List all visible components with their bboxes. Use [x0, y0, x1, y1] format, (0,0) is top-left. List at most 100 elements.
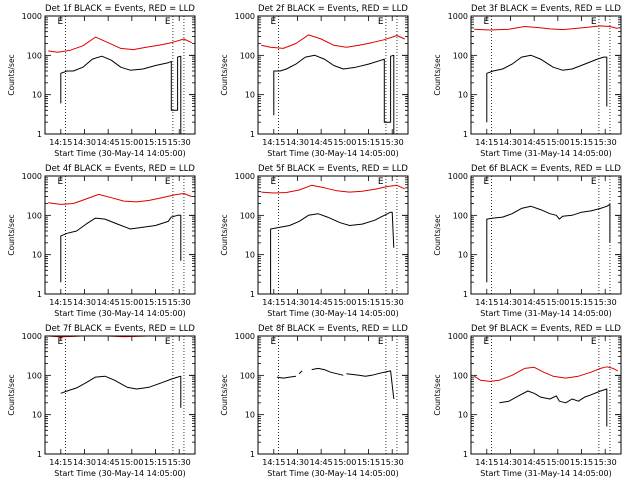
plot-frame	[44, 175, 196, 295]
y-tick-label: 100	[453, 371, 468, 380]
panel-title: Det 4f BLACK = Events, RED = LLD	[45, 164, 195, 174]
series-events-line	[298, 370, 303, 375]
x-tick-label: 14:30	[286, 458, 309, 467]
x-tick-label: 14:45	[523, 298, 546, 307]
event-marker-label: E	[484, 17, 490, 27]
series-events-line	[273, 54, 395, 134]
series-events-line	[346, 370, 395, 400]
x-tick-label: 14:15	[262, 138, 285, 147]
y-tick-label: 1	[463, 450, 468, 459]
x-tick-label: 14:45	[97, 138, 120, 147]
y-tick-label: 1	[463, 130, 468, 139]
y-tick-label: 100	[240, 371, 255, 380]
y-axis-label: Counts/sec	[433, 214, 442, 255]
series-group	[276, 367, 395, 400]
panel-title: Det 6f BLACK = Events, RED = LLD	[471, 164, 621, 174]
y-tick-label: 100	[27, 371, 42, 380]
plot-frame	[257, 175, 409, 295]
x-tick-label: 14:15	[475, 298, 498, 307]
x-tick-label: 15:00	[120, 458, 143, 467]
x-tick-label: 14:30	[499, 298, 522, 307]
x-tick-label: 15:30	[594, 458, 617, 467]
x-axis-label: Start Time (30-May-14 14:05:00)	[54, 469, 185, 478]
x-tick-label: 15:00	[546, 458, 569, 467]
event-marker-label: E	[378, 177, 384, 187]
y-axis-label: Counts/sec	[220, 374, 229, 415]
y-tick-label: 10	[245, 411, 255, 420]
series-lld-line	[474, 25, 618, 31]
panel-title: Det 9f BLACK = Events, RED = LLD	[471, 324, 621, 334]
x-tick-label: 14:15	[475, 138, 498, 147]
x-tick-label: 15:30	[594, 138, 617, 147]
series-events-line	[60, 375, 182, 408]
y-tick-label: 1000	[235, 12, 255, 21]
event-marker-label: E	[271, 17, 277, 27]
plot-frame	[44, 335, 196, 455]
series-events-line	[270, 211, 395, 294]
y-tick-label: 1	[37, 450, 42, 459]
y-tick-label: 1000	[448, 332, 468, 341]
x-tick-label: 14:15	[262, 458, 285, 467]
x-tick-label: 15:30	[381, 458, 404, 467]
x-tick-label: 15:15	[570, 458, 593, 467]
panel-7: Det 7f BLACK = Events, RED = LLD 1 10 100 10…	[7, 324, 196, 478]
y-tick-label: 10	[32, 91, 42, 100]
y-axis-label: Counts/sec	[7, 54, 16, 95]
series-events-line	[276, 375, 296, 379]
x-tick-label: 14:45	[310, 298, 333, 307]
event-marker-label: E	[271, 337, 277, 347]
x-tick-label: 14:45	[97, 458, 120, 467]
event-marker-label: E	[271, 177, 277, 187]
x-tick-label: 14:15	[262, 298, 285, 307]
y-tick-label: 100	[240, 211, 255, 220]
panel-title: Det 2f BLACK = Events, RED = LLD	[258, 4, 408, 14]
x-tick-label: 14:15	[49, 298, 72, 307]
x-tick-label: 14:45	[97, 298, 120, 307]
plot-frame	[470, 15, 622, 135]
plot-frame	[44, 15, 196, 135]
series-events-line	[60, 55, 182, 134]
event-marker-label: E	[378, 17, 384, 27]
y-tick-label: 100	[27, 51, 42, 60]
x-tick-label: 15:00	[333, 298, 356, 307]
x-axis-label: Start Time (30-May-14 14:05:00)	[54, 309, 185, 318]
series-lld-line	[48, 193, 192, 205]
x-tick-label: 15:00	[546, 298, 569, 307]
series-lld-line	[261, 184, 406, 194]
series-events-line	[486, 54, 608, 123]
x-tick-label: 15:15	[144, 138, 167, 147]
x-tick-label: 15:15	[357, 298, 380, 307]
event-marker-label: E	[165, 177, 171, 187]
x-tick-label: 14:45	[523, 458, 546, 467]
series-group	[261, 34, 406, 134]
y-tick-label: 1	[463, 290, 468, 299]
y-tick-label: 100	[240, 51, 255, 60]
y-tick-label: 100	[453, 51, 468, 60]
event-marker-label: E	[484, 177, 490, 187]
series-lld-line	[48, 36, 193, 53]
x-tick-label: 15:00	[120, 138, 143, 147]
y-tick-label: 10	[458, 91, 468, 100]
panel-4: Det 4f BLACK = Events, RED = LLD 1 10 100 10…	[7, 164, 196, 318]
x-tick-label: 15:30	[168, 138, 191, 147]
panel-title: Det 1f BLACK = Events, RED = LLD	[45, 4, 195, 14]
event-marker-label: E	[378, 337, 384, 347]
y-tick-label: 1000	[22, 172, 42, 181]
y-tick-label: 1000	[22, 12, 42, 21]
x-tick-label: 15:30	[168, 458, 191, 467]
y-tick-label: 10	[245, 251, 255, 260]
x-axis-label: Start Time (30-May-14 14:05:00)	[267, 309, 398, 318]
x-tick-label: 14:30	[286, 138, 309, 147]
x-tick-label: 14:30	[73, 138, 96, 147]
series-events-line	[311, 367, 344, 376]
panel-3: Det 3f BLACK = Events, RED = LLD 1 10 100 10…	[433, 4, 622, 158]
y-tick-label: 10	[32, 251, 42, 260]
series-lld-line	[261, 34, 406, 49]
y-axis-label: Counts/sec	[433, 374, 442, 415]
event-marker-label: E	[165, 17, 171, 27]
y-tick-label: 10	[245, 91, 255, 100]
event-marker-label: E	[58, 17, 64, 27]
x-tick-label: 15:30	[594, 298, 617, 307]
y-tick-label: 1	[37, 130, 42, 139]
